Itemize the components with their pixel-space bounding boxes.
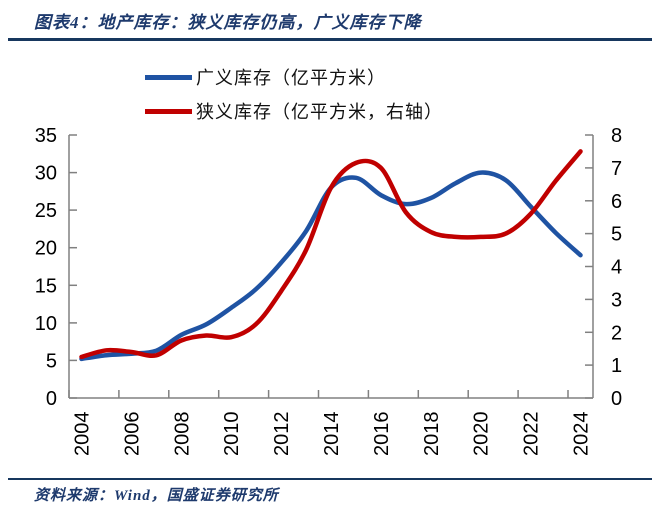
footer-divider [8,478,652,480]
chart-title: 图表4：地产库存：狭义库存仍高，广义库存下降 [34,13,422,32]
left-axis-tick-label: 5 [46,350,57,372]
left-axis-tick-label: 25 [35,200,57,222]
x-axis-tick-label: 2016 [371,412,393,457]
legend-label-narrow-inventory: 狭义库存（亿平方米，右轴） [196,102,443,122]
x-axis-tick-label: 2014 [321,412,343,457]
right-axis-tick-label: 8 [611,125,622,147]
x-axis-tick-label: 2012 [271,412,293,457]
left-axis-tick-label: 10 [35,313,57,335]
right-axis-tick-label: 7 [611,158,622,180]
x-axis-tick-label: 2008 [171,412,193,457]
chart-line-broad-inventory [79,170,583,362]
legend-item-broad-inventory: 广义库存（亿平方米） [145,60,443,94]
left-axis-tick-label: 35 [35,125,57,147]
x-axis-tick-label: 2006 [121,412,143,457]
right-axis-tick-label: 4 [611,257,622,279]
x-axis-tick-label: 2022 [521,412,543,457]
x-axis-tick-label: 2004 [72,412,94,457]
left-axis-tick-label: 20 [35,238,57,260]
legend-swatch-narrow-inventory [145,108,192,114]
right-axis-tick-label: 0 [611,388,622,410]
title-divider [8,38,652,41]
x-axis-tick-label: 2020 [471,412,493,457]
legend-item-narrow-inventory: 狭义库存（亿平方米，右轴） [145,94,443,128]
right-axis-tick-label: 1 [611,355,622,377]
left-axis-tick-label: 15 [35,275,57,297]
chart-line-narrow-inventory [79,149,583,360]
legend-label-broad-inventory: 广义库存（亿平方米） [196,68,386,88]
source-note: 资料来源：Wind，国盛证券研究所 [34,488,279,504]
right-axis-tick-label: 2 [611,322,622,344]
left-axis-tick-label: 30 [35,163,57,185]
x-axis-tick-label: 2024 [571,412,593,457]
right-axis-tick-label: 5 [611,224,622,246]
right-axis-tick-label: 3 [611,289,622,311]
x-axis-tick-label: 2018 [421,412,443,457]
legend-swatch-broad-inventory [145,74,192,80]
right-axis-tick-label: 6 [611,191,622,213]
x-axis-tick-label: 2010 [221,412,243,457]
left-axis-tick-label: 0 [46,388,57,410]
chart-legend: 广义库存（亿平方米） 狭义库存（亿平方米，右轴） [145,60,443,128]
